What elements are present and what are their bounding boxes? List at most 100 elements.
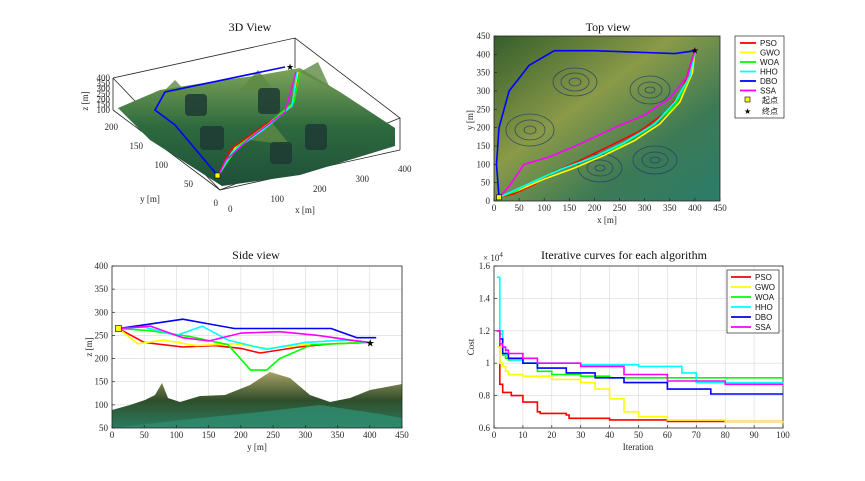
legend-start-label: 起点 (762, 96, 778, 105)
3d-x-tick-100: 100 (271, 194, 285, 204)
curves-xtick-10: 10 (518, 430, 528, 440)
curves-series-SSA (496, 329, 783, 386)
3d-x-tick-0: 0 (228, 204, 233, 214)
curves-exponent: × 104 (483, 251, 503, 263)
side-xtick-100: 100 (170, 430, 184, 440)
top-series-HHO (498, 50, 696, 199)
side-xtick-450: 450 (395, 430, 409, 440)
curves-series (496, 276, 784, 424)
3d-path-HHO (217, 71, 298, 177)
curves-legend-box (726, 269, 780, 334)
3d-y-ticks: 0 50 100 150 200 (105, 122, 219, 208)
curves-legend-label-PSO: PSO (755, 273, 772, 282)
curves-xtick-30: 30 (576, 430, 586, 440)
top-ytick-100: 100 (477, 159, 491, 169)
side-end-marker: ★ (366, 338, 375, 349)
top-series-SSA (498, 50, 696, 198)
curves-xtick-90: 90 (750, 430, 760, 440)
side-xtick-50: 50 (140, 430, 150, 440)
side-axes-box (111, 265, 403, 429)
3d-y-tick-50: 50 (184, 179, 194, 189)
curves-xtick-80: 80 (721, 430, 731, 440)
3d-zlabel: z [m] (80, 91, 90, 110)
side-ticks: 0 50 100 150 200 250 300 350 400 4505010015020025… (95, 261, 410, 440)
3d-z-tick-400: 400 (97, 73, 111, 83)
3d-xlabel: x [m] (295, 205, 315, 215)
top-xtick-150: 150 (563, 203, 577, 213)
top-terrain-map (494, 36, 720, 201)
top-series: ★ (495, 46, 699, 201)
side-ytick-300: 300 (95, 307, 109, 317)
panel-iterative-curves: Iterative curves for each algorithm 0 10 2… (466, 248, 790, 452)
top-legend-label-PSO: PSO (760, 39, 777, 48)
legend-end-label: 终点 (762, 106, 778, 116)
side-ytick-250: 250 (95, 330, 109, 340)
3d-end-marker: ★ (286, 62, 294, 72)
side-xtick-150: 150 (202, 430, 216, 440)
chart-title-top: Top view (586, 20, 631, 34)
3d-x-tick-200: 200 (313, 184, 327, 194)
3d-terrain-ridges (160, 62, 330, 145)
3d-z-tick-250: 250 (97, 89, 111, 99)
top-ytick-200: 200 (477, 123, 491, 133)
top-ytick-0: 0 (486, 196, 491, 206)
top-ytick-400: 400 (477, 49, 491, 59)
top-xtick-50: 50 (515, 203, 525, 213)
top-xtick-100: 100 (537, 203, 551, 213)
3d-path-SSA (217, 71, 297, 177)
side-xtick-300: 300 (299, 430, 313, 440)
curves-ytick-1.6: 1.6 (479, 261, 491, 271)
top-ytick-350: 350 (477, 68, 491, 78)
side-series-HHO (118, 325, 370, 351)
curves-xtick-40: 40 (605, 430, 615, 440)
curves-xtick-0: 0 (492, 430, 497, 440)
side-ytick-150: 150 (95, 377, 109, 387)
panel-top-view: Top view 0 50 100 150 200 250 300 350 400 450 0 50 1… (465, 20, 785, 225)
top-series-PSO (498, 50, 696, 199)
top-xtick-300: 300 (638, 203, 652, 213)
curves-ytick-0.8: 0.8 (479, 391, 491, 401)
side-series: ★ (115, 318, 377, 371)
top-series-GWO (498, 50, 696, 199)
curves-ytick-1: 1 (486, 358, 491, 368)
side-xtick-350: 350 (331, 430, 345, 440)
top-ytick-150: 150 (477, 141, 491, 151)
3d-y-tick-150: 150 (130, 141, 144, 151)
side-terrain-base (112, 405, 402, 428)
curves-legend-label-SSA: SSA (755, 323, 772, 332)
3d-z-tick-300: 300 (97, 84, 111, 94)
top-ylabel: y [m] (465, 110, 475, 130)
top-ytick-50: 50 (481, 178, 491, 188)
top-xtick-400: 400 (688, 203, 702, 213)
curves-ytick-0.6: 0.6 (479, 423, 491, 433)
top-ytick-300: 300 (477, 86, 491, 96)
chart-title-side: Side view (232, 248, 280, 262)
3d-x-tick-300: 300 (356, 174, 370, 184)
curves-legend-label-GWO: GWO (755, 283, 775, 292)
curves-series-GWO (496, 346, 784, 424)
top-legend-label-HHO: HHO (760, 68, 778, 77)
3d-z-tick-100: 100 (97, 105, 111, 115)
curves-legend-label-WOA: WOA (755, 293, 775, 302)
watermark: CSDN @KAU的云实验台 (705, 458, 850, 473)
side-series-DBO (118, 318, 377, 339)
curves-legend-label-DBO: DBO (755, 313, 772, 322)
curves-xtick-100: 100 (776, 430, 790, 440)
top-legend-label-SSA: SSA (760, 87, 777, 96)
3d-x-ticks: 0 100 200 300 400 (228, 164, 412, 214)
side-xlabel: y [m] (247, 442, 267, 452)
curves-ticks: 0 10 20 30 40 50 60 70 80 90 100 0.6 0.8 1 1.2 1.4 1.6 (479, 261, 791, 440)
chart-title-curves: Iterative curves for each algorithm (541, 248, 708, 262)
3d-z-tick-350: 350 (97, 78, 111, 88)
side-ytick-100: 100 (95, 400, 109, 410)
legend-start-marker (744, 96, 751, 103)
top-xlabel: x [m] (597, 215, 617, 225)
top-xtick-200: 200 (588, 203, 602, 213)
top-ytick-450: 450 (477, 31, 491, 41)
3d-ylabel: y [m] (140, 194, 160, 204)
side-ytick-350: 350 (95, 284, 109, 294)
